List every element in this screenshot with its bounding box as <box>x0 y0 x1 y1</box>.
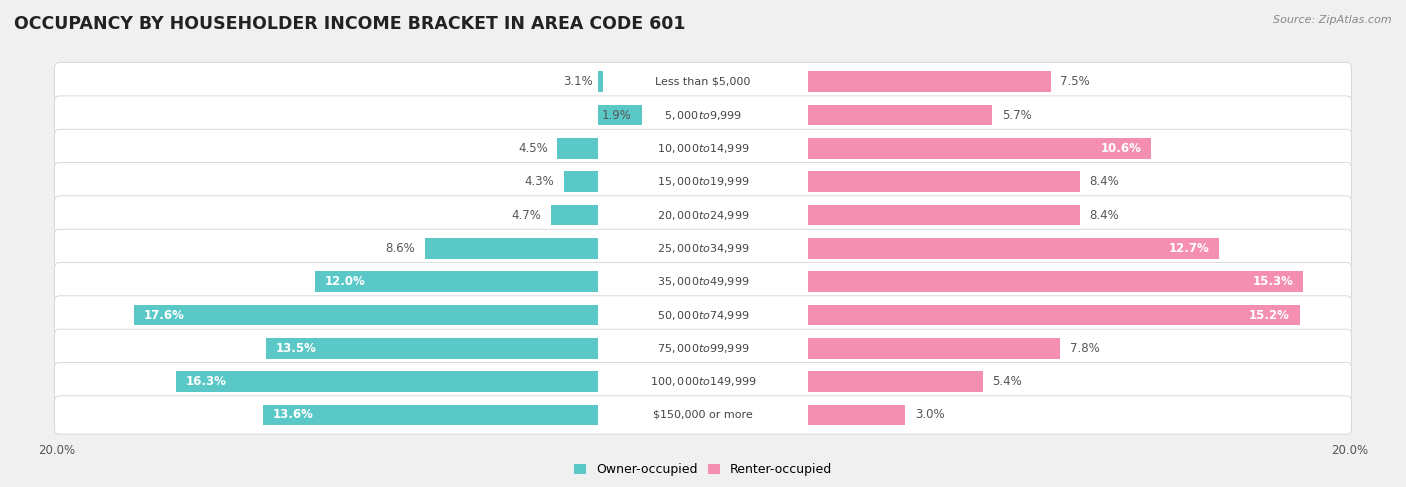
Text: 8.4%: 8.4% <box>1090 208 1119 222</box>
Text: 7.5%: 7.5% <box>1060 75 1090 88</box>
Legend: Owner-occupied, Renter-occupied: Owner-occupied, Renter-occupied <box>568 458 838 482</box>
Bar <box>558 138 598 159</box>
Text: 17.6%: 17.6% <box>143 308 184 321</box>
FancyBboxPatch shape <box>55 196 1351 234</box>
Text: 10.6%: 10.6% <box>1101 142 1142 155</box>
Text: 5.4%: 5.4% <box>993 375 1022 388</box>
Text: $5,000 to $9,999: $5,000 to $9,999 <box>664 109 742 122</box>
Text: 8.6%: 8.6% <box>385 242 415 255</box>
Bar <box>425 238 598 259</box>
Text: $20,000 to $24,999: $20,000 to $24,999 <box>657 208 749 222</box>
FancyBboxPatch shape <box>55 229 1351 267</box>
Bar <box>808 138 1152 159</box>
Bar <box>315 271 598 292</box>
Bar <box>598 72 603 92</box>
Text: 4.7%: 4.7% <box>512 208 541 222</box>
Text: $100,000 to $149,999: $100,000 to $149,999 <box>650 375 756 388</box>
Text: 12.0%: 12.0% <box>325 275 366 288</box>
Text: 12.7%: 12.7% <box>1168 242 1209 255</box>
FancyBboxPatch shape <box>55 329 1351 368</box>
Text: 4.3%: 4.3% <box>524 175 554 188</box>
FancyBboxPatch shape <box>55 96 1351 134</box>
FancyBboxPatch shape <box>55 63 1351 101</box>
Text: 5.7%: 5.7% <box>1002 109 1032 122</box>
Text: Source: ZipAtlas.com: Source: ZipAtlas.com <box>1274 15 1392 25</box>
Bar <box>808 371 983 392</box>
Bar <box>134 305 598 325</box>
Text: 1.9%: 1.9% <box>602 109 631 122</box>
Text: OCCUPANCY BY HOUSEHOLDER INCOME BRACKET IN AREA CODE 601: OCCUPANCY BY HOUSEHOLDER INCOME BRACKET … <box>14 15 686 33</box>
Text: $150,000 or more: $150,000 or more <box>654 410 752 420</box>
FancyBboxPatch shape <box>55 129 1351 168</box>
Bar <box>267 338 598 358</box>
Bar <box>598 105 641 126</box>
Text: Less than $5,000: Less than $5,000 <box>655 77 751 87</box>
Text: 7.8%: 7.8% <box>1070 342 1099 355</box>
Text: $75,000 to $99,999: $75,000 to $99,999 <box>657 342 749 355</box>
Text: 3.1%: 3.1% <box>564 75 593 88</box>
Bar <box>808 171 1080 192</box>
Text: 13.6%: 13.6% <box>273 409 314 421</box>
Bar <box>176 371 598 392</box>
Bar <box>551 205 598 225</box>
Text: 15.2%: 15.2% <box>1249 308 1289 321</box>
Text: $50,000 to $74,999: $50,000 to $74,999 <box>657 308 749 321</box>
Text: 16.3%: 16.3% <box>186 375 226 388</box>
FancyBboxPatch shape <box>55 262 1351 301</box>
FancyBboxPatch shape <box>55 163 1351 201</box>
Text: 3.0%: 3.0% <box>915 409 945 421</box>
FancyBboxPatch shape <box>55 296 1351 334</box>
Text: 8.4%: 8.4% <box>1090 175 1119 188</box>
Text: 13.5%: 13.5% <box>276 342 316 355</box>
FancyBboxPatch shape <box>55 396 1351 434</box>
Bar <box>808 238 1219 259</box>
Text: $25,000 to $34,999: $25,000 to $34,999 <box>657 242 749 255</box>
Text: 4.5%: 4.5% <box>517 142 548 155</box>
Bar <box>808 205 1080 225</box>
Bar <box>263 405 598 425</box>
Text: $35,000 to $49,999: $35,000 to $49,999 <box>657 275 749 288</box>
Bar <box>564 171 598 192</box>
Text: 15.3%: 15.3% <box>1253 275 1294 288</box>
Bar <box>808 72 1050 92</box>
Bar <box>808 338 1060 358</box>
FancyBboxPatch shape <box>55 362 1351 401</box>
Text: $15,000 to $19,999: $15,000 to $19,999 <box>657 175 749 188</box>
Bar <box>808 271 1303 292</box>
Bar <box>808 305 1299 325</box>
Bar <box>808 105 993 126</box>
Bar <box>808 405 905 425</box>
Text: $10,000 to $14,999: $10,000 to $14,999 <box>657 142 749 155</box>
